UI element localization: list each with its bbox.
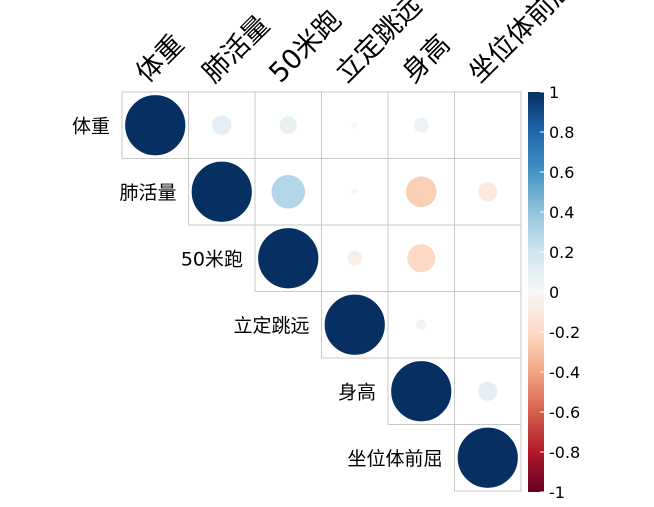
- column-label: 身高: [396, 29, 456, 89]
- correlation-circles: [124, 94, 519, 489]
- correlation-circle: [190, 160, 253, 223]
- colorbar-tick-label: 0.2: [549, 243, 574, 262]
- correlation-circle: [347, 250, 363, 266]
- correlation-circle: [478, 381, 498, 401]
- row-label: 身高: [338, 381, 376, 403]
- colorbar-tick-label: -1: [549, 483, 565, 502]
- correlation-circle: [478, 182, 498, 202]
- correlation-circle: [257, 227, 320, 290]
- colorbar-tick-label: 0.4: [549, 203, 574, 222]
- correlation-circle: [405, 176, 437, 208]
- correlation-circle: [390, 360, 453, 423]
- grid-cell: [454, 424, 522, 492]
- row-label: 坐位体前屈: [347, 448, 442, 470]
- row-label: 体重: [72, 115, 110, 137]
- correlation-circle: [124, 94, 187, 157]
- correlation-circle: [212, 115, 232, 135]
- column-label: 肺活量: [197, 10, 276, 89]
- colorbar-tick-label: 1: [549, 83, 559, 102]
- correlation-circle: [271, 174, 306, 209]
- row-label: 立定跳远: [233, 315, 309, 337]
- colorbar-gradient: [528, 92, 544, 492]
- colorbar-tick-label: -0.8: [549, 443, 580, 462]
- row-label: 肺活量: [119, 182, 176, 204]
- column-label: 体重: [130, 29, 190, 89]
- correlation-circle: [279, 116, 297, 134]
- correlation-circle: [407, 244, 436, 273]
- colorbar-tick-label: 0: [549, 283, 559, 302]
- colorbar-tick-label: 0.6: [549, 163, 574, 182]
- grid-cell: [454, 291, 522, 359]
- grid-cell: [454, 224, 522, 292]
- correlation-circle: [415, 319, 427, 331]
- column-label: 坐位体前屈: [463, 0, 580, 89]
- correlation-circle: [323, 293, 386, 356]
- row-label: 50米跑: [181, 248, 243, 270]
- colorbar-tick-label: -0.2: [549, 323, 580, 342]
- grid-cell: [454, 91, 522, 159]
- correlation-circle: [413, 117, 429, 133]
- grid: [121, 91, 522, 492]
- colorbar-tick-label: -0.6: [549, 403, 580, 422]
- correlation-circle: [456, 426, 519, 489]
- colorbar-tick-label: -0.4: [549, 363, 580, 382]
- colorbar: 1 0.8 0.6 0.4 0.2 0 -0.2 -0.4 -0.6 -0.8 -1: [528, 83, 580, 502]
- correlation-circle: [351, 122, 358, 129]
- correlation-circle: [351, 188, 358, 195]
- column-label: 50米跑: [263, 5, 347, 89]
- colorbar-tick-label: 0.8: [549, 123, 574, 142]
